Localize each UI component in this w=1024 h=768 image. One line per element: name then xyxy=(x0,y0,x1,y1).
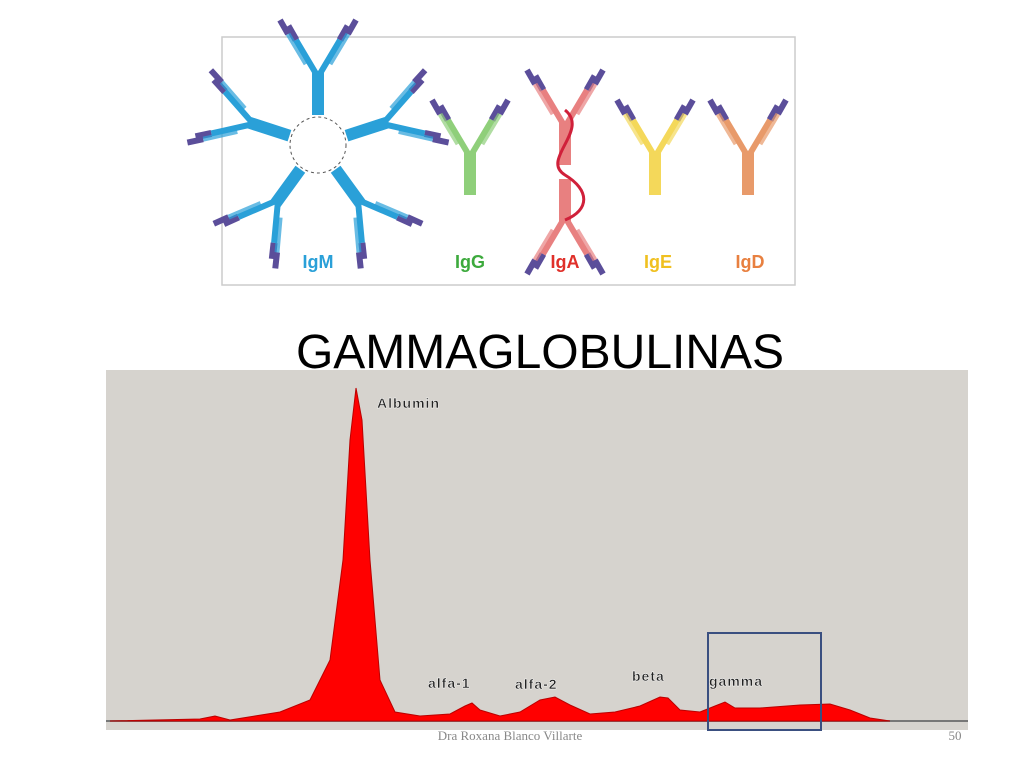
protein-curve xyxy=(109,387,891,722)
antibody-label: IgM xyxy=(303,252,334,272)
antibody-label: IgG xyxy=(455,252,485,272)
antibody-label: IgA xyxy=(551,252,580,272)
figure-frame xyxy=(221,36,796,286)
graph-background xyxy=(106,370,968,730)
peak-label: beta xyxy=(632,668,665,684)
peak-label: alfa-2 xyxy=(515,676,558,692)
page-number: 50 xyxy=(949,728,962,743)
footer-author: Dra Roxana Blanco Villarte xyxy=(438,728,583,743)
peak-label: gamma xyxy=(709,673,763,689)
igm-pentamer xyxy=(187,20,448,268)
antibody-label: IgE xyxy=(644,252,672,272)
gamma-highlight-box xyxy=(707,632,822,731)
peak-label: Albumin xyxy=(377,395,440,411)
peak-label: alfa-1 xyxy=(428,675,471,691)
iga-shape xyxy=(527,70,603,274)
antibody-label: IgD xyxy=(736,252,765,272)
